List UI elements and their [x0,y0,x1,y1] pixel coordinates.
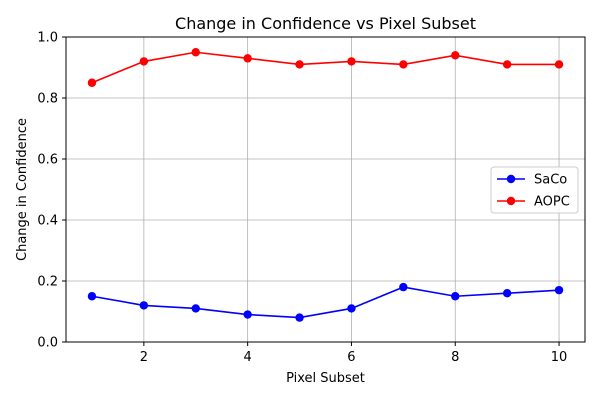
legend-label-saco: SaCo [534,173,567,188]
x-axis-label: Pixel Subset [286,371,365,386]
data-point-aopc [502,60,512,69]
data-point-saco [399,282,408,292]
legend-marker-aopc [506,196,516,206]
data-point-aopc [347,57,356,66]
data-point-aopc [87,78,97,87]
series-layer [87,48,564,322]
data-point-aopc [243,54,252,63]
data-point-saco [554,285,564,295]
x-tick-label: 10 [551,350,568,365]
data-point-saco [451,292,460,301]
data-point-aopc [295,60,304,69]
y-axis-label: Change in Confidence [15,118,30,261]
data-point-aopc [139,57,149,66]
y-tick-label: 1.0 [37,31,58,46]
data-point-saco [295,313,304,322]
legend-items: SaCo AOPC [497,173,570,210]
data-point-aopc [191,48,200,57]
data-point-saco [191,304,200,313]
y-tick-label: 0.4 [37,214,58,229]
data-point-saco [347,304,356,313]
data-point-saco [87,292,97,301]
y-tick-label: 0.8 [37,92,58,107]
data-point-saco [139,301,149,310]
x-tick-label: 2 [140,350,148,365]
series-line-saco [91,286,560,319]
y-tick-label: 0.2 [37,275,58,290]
legend: SaCo AOPC [490,166,579,214]
y-tick-label: 0.0 [37,336,58,351]
data-point-aopc [554,60,564,69]
data-point-saco [502,289,512,298]
x-tick-label: 6 [347,350,355,365]
y-tick-label: 0.6 [37,153,58,168]
x-tick-label: 4 [244,350,252,365]
data-point-aopc [451,51,460,60]
data-point-saco [243,310,252,319]
x-tick-label: 8 [451,350,459,365]
axis-ticks: 2 4 6 8 10 0.0 0.2 0.4 0.6 0.8 1.0 [37,31,567,366]
chart-title: Change in Confidence vs Pixel Subset [175,14,476,33]
data-point-aopc [399,60,408,69]
plot-area-frame [65,36,586,343]
legend-label-aopc: AOPC [534,195,570,210]
series-line-aopc [91,51,560,84]
legend-marker-saco [506,174,516,184]
